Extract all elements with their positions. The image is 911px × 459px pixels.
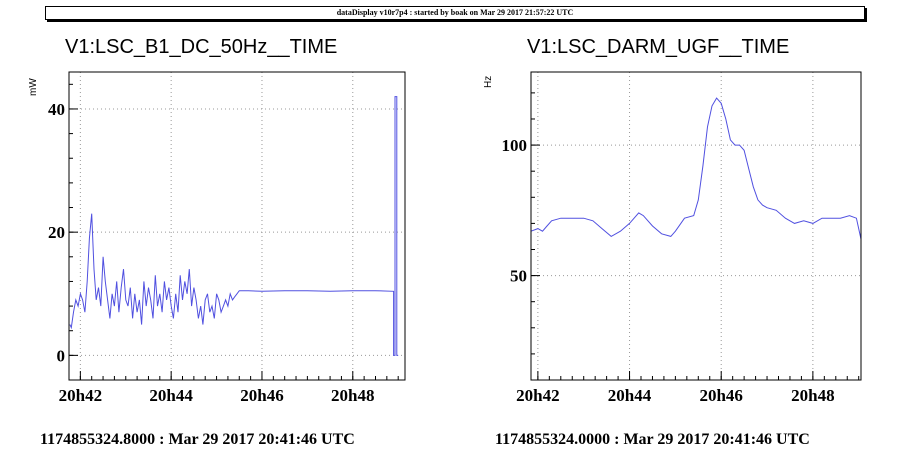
x-tick-label: 20h48 <box>791 386 834 405</box>
chart-footer: 1174855324.0000 : Mar 29 2017 20:41:46 U… <box>495 431 810 448</box>
x-tick-label: 20h42 <box>59 386 102 405</box>
x-tick-label: 20h46 <box>240 386 283 405</box>
x-tick-label: 20h48 <box>331 386 374 405</box>
y-axis-unit: Hz <box>483 76 494 88</box>
grid <box>69 72 405 380</box>
x-tick-label: 20h44 <box>608 386 652 405</box>
plot-frame <box>530 71 862 381</box>
x-ticks: 20h42 20h44 20h46 20h48 <box>516 371 860 405</box>
y-tick-label: 0 <box>57 346 66 365</box>
chart-footer: 1174855324.8000 : Mar 29 2017 20:41:46 U… <box>40 431 355 448</box>
y-ticks: 50 100 <box>502 92 540 381</box>
x-ticks: 20h42 20h44 20h46 20h48 <box>59 371 399 405</box>
x-tick-label: 20h44 <box>149 386 193 405</box>
plot-frame <box>68 71 406 381</box>
y-tick-label: 100 <box>502 136 528 155</box>
x-tick-label: 20h46 <box>699 386 742 405</box>
y-axis-unit: mW <box>28 78 39 96</box>
y-tick-label: 40 <box>48 100 65 119</box>
y-ticks: 0 20 40 <box>48 83 78 381</box>
grid <box>531 72 861 380</box>
y-tick-label: 50 <box>510 267 527 286</box>
y-tick-label: 20 <box>48 223 65 242</box>
chart-title: V1:LSC_DARM_UGF__TIME <box>527 36 789 58</box>
series-line <box>69 96 399 356</box>
x-tick-label: 20h42 <box>516 386 559 405</box>
app-header: dataDisplay v10r7p4 : started by boak on… <box>45 6 865 20</box>
series-line <box>530 97 862 240</box>
chart-title: V1:LSC_B1_DC_50Hz__TIME <box>65 36 337 58</box>
